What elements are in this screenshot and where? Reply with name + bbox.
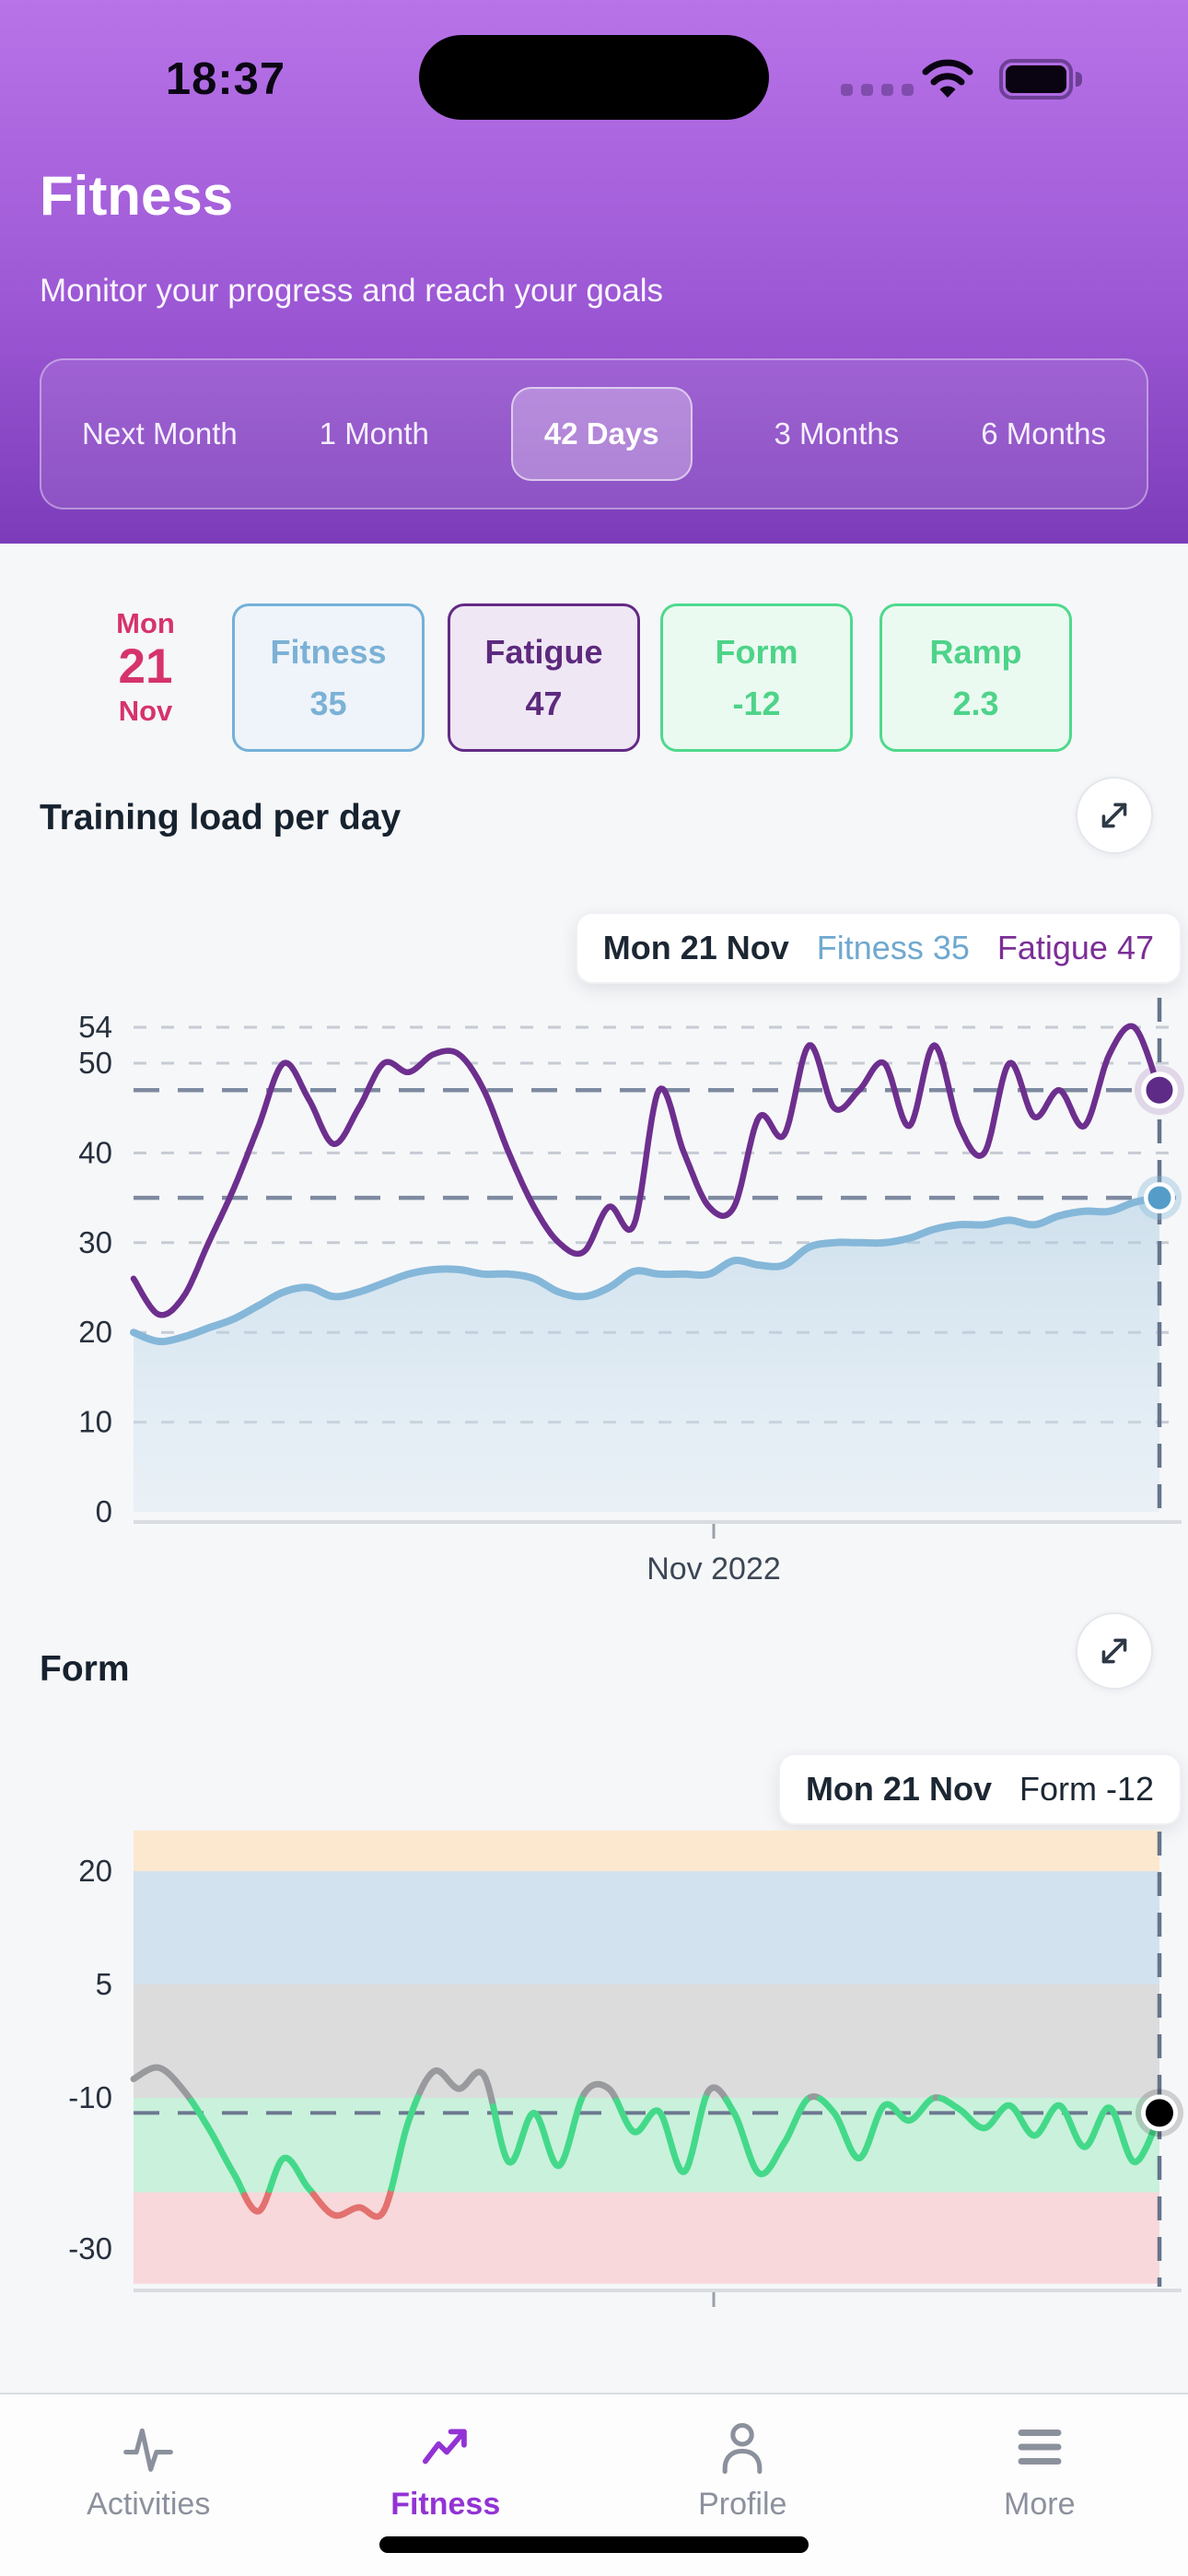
fitness-stat-value: 35	[309, 684, 347, 722]
form-line-segment	[309, 2184, 395, 2220]
wifi-icon	[921, 57, 974, 104]
form-chart-title: Form	[40, 1649, 130, 1689]
svg-text:-30: -30	[68, 2231, 112, 2266]
tab-more-label: More	[1004, 2487, 1076, 2522]
zone-grey-zone	[134, 1985, 1159, 2098]
fatigue-stat-card[interactable]: Fatigue 47	[448, 603, 640, 752]
tooltip-date: Mon 21 Nov	[805, 1770, 992, 1808]
zone-fresh	[134, 1871, 1159, 1985]
fatigue-stat-value: 47	[525, 684, 563, 722]
tab-profile[interactable]: Profile	[594, 2395, 891, 2576]
page-title: Fitness	[40, 165, 234, 227]
form-stat-card[interactable]: Form -12	[660, 603, 853, 752]
form-line-segment	[723, 2093, 814, 2178]
dynamic-island	[419, 35, 769, 120]
tab-6-months[interactable]: 6 Months	[981, 416, 1106, 451]
form-line-segment	[188, 2097, 249, 2199]
svg-text:54: 54	[78, 1010, 112, 1044]
svg-text:30: 30	[78, 1225, 112, 1259]
tooltip-fatigue-value: Fatigue 47	[996, 929, 1154, 966]
form-end-dot	[1146, 2099, 1173, 2127]
fatigue-end-dot	[1146, 1076, 1173, 1104]
hero-header: 18:37 Fitness Monitor your progress and …	[0, 0, 1188, 544]
page-subtitle: Monitor your progress and reach your goa…	[40, 273, 664, 309]
selected-date-day: 21	[118, 639, 173, 695]
ramp-stat-label: Ramp	[929, 632, 1022, 671]
form-line-segment	[613, 2090, 711, 2175]
expand-icon	[1101, 1638, 1127, 1664]
training-load-expand-button[interactable]	[1076, 777, 1153, 854]
svg-text:-10: -10	[68, 2080, 112, 2114]
form-line-segment	[704, 2084, 730, 2103]
form-line-segment	[416, 2067, 497, 2110]
battery-icon	[999, 59, 1082, 100]
form-tooltip: Mon 21 Nov Form -12	[777, 1753, 1182, 1825]
tab-3-months[interactable]: 3 Months	[774, 416, 900, 451]
status-time: 18:37	[165, 54, 286, 104]
form-line-segment	[388, 2089, 424, 2192]
fitness-line	[130, 1194, 1163, 1346]
expand-icon	[1101, 802, 1127, 828]
form-line-segment	[817, 2094, 939, 2162]
zone-transition	[134, 1830, 1159, 1871]
menu-icon	[1018, 2429, 1062, 2465]
svg-text:40: 40	[78, 1135, 112, 1169]
form-chart[interactable]: 20 5 -10 -30	[0, 1829, 1188, 2382]
fatigue-stat-label: Fatigue	[484, 632, 603, 671]
tab-42-days[interactable]: 42 Days	[510, 387, 693, 481]
form-expand-button[interactable]	[1076, 1612, 1153, 1690]
pulse-icon	[123, 2428, 174, 2472]
svg-text:5: 5	[96, 1967, 112, 2001]
x-axis-label: Nov 2022	[646, 1551, 781, 1587]
cellular-signal-icon	[841, 84, 914, 96]
form-line-segment	[130, 2064, 195, 2104]
tab-activities[interactable]: Activities	[0, 2395, 297, 2576]
selected-date-month: Nov	[118, 694, 173, 727]
form-stat-label: Form	[715, 632, 798, 671]
tab-fitness-label: Fitness	[390, 2487, 501, 2522]
person-icon	[722, 2422, 763, 2475]
tab-profile-label: Profile	[698, 2487, 787, 2522]
fitness-stat-label: Fitness	[270, 632, 387, 671]
trend-up-icon	[422, 2429, 467, 2465]
training-load-tooltip: Mon 21 Nov Fitness 35 Fatigue 47	[575, 912, 1182, 984]
form-line-segment	[490, 2090, 588, 2170]
selected-date: Mon 21 Nov	[81, 607, 210, 727]
training-load-title: Training load per day	[40, 798, 402, 837]
status-bar: 18:37	[0, 0, 1188, 120]
svg-text:20: 20	[78, 1315, 112, 1349]
form-line-segment	[937, 2094, 1163, 2166]
fitness-end-dot	[1147, 1186, 1171, 1210]
date-range-tabs: Next Month 1 Month 42 Days 3 Months 6 Mo…	[40, 358, 1148, 509]
selected-date-weekday: Mon	[116, 607, 175, 639]
ramp-stat-value: 2.3	[952, 684, 999, 722]
form-line-segment	[580, 2080, 621, 2104]
svg-text:20: 20	[78, 1854, 112, 1888]
tab-activities-label: Activities	[87, 2487, 211, 2522]
tooltip-date: Mon 21 Nov	[602, 929, 789, 966]
svg-text:0: 0	[96, 1494, 112, 1528]
ramp-stat-card[interactable]: Ramp 2.3	[879, 603, 1072, 752]
form-line-segment	[266, 2154, 317, 2198]
tab-next-month[interactable]: Next Month	[82, 416, 238, 451]
form-line-segment	[241, 2186, 274, 2215]
home-indicator[interactable]	[379, 2536, 809, 2553]
form-stat-value: -12	[732, 684, 781, 722]
fatigue-line	[130, 1023, 1163, 1318]
fitness-stat-card[interactable]: Fitness 35	[232, 603, 425, 752]
tab-fitness[interactable]: Fitness	[297, 2395, 595, 2576]
zone-high-risk	[134, 2192, 1159, 2284]
fitness-area	[134, 1198, 1159, 1512]
svg-text:10: 10	[78, 1405, 112, 1439]
tooltip-form-value: Form -12	[1019, 1770, 1154, 1808]
tab-more[interactable]: More	[891, 2395, 1188, 2576]
tab-1-month[interactable]: 1 Month	[319, 416, 429, 451]
tooltip-fitness-value: Fitness 35	[816, 929, 970, 966]
svg-text:50: 50	[78, 1046, 112, 1080]
